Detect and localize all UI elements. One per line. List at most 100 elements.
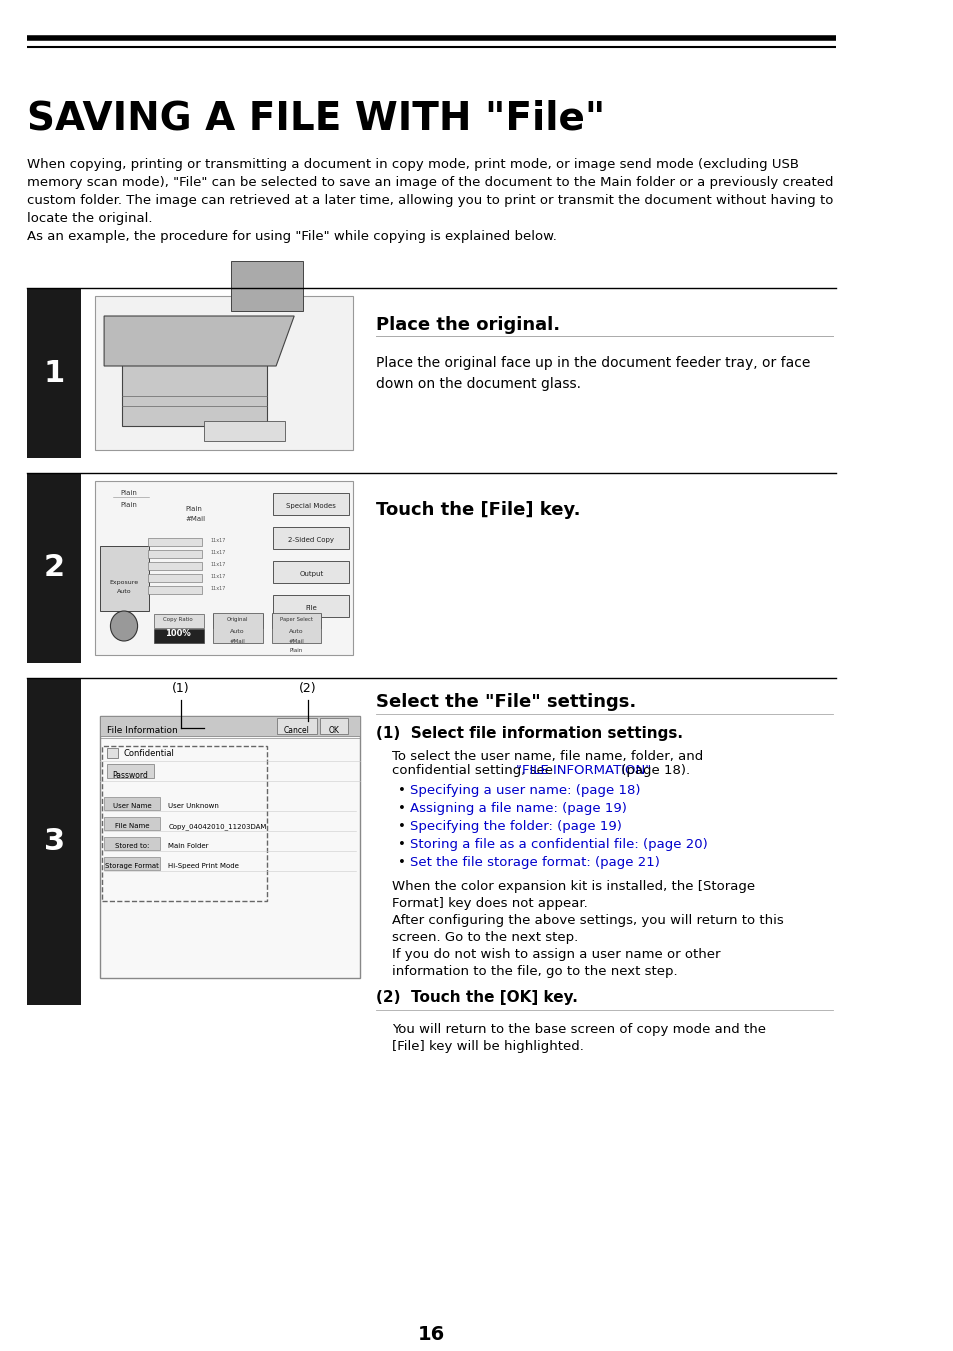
Text: Place the original.: Place the original. [375,316,559,334]
Text: 100%: 100% [165,630,191,638]
Text: #Mail: #Mail [186,516,206,521]
Text: Place the original face up in the document feeder tray, or face
down on the docu: Place the original face up in the docume… [375,357,809,390]
Bar [95,296,353,450]
Text: (2): (2) [298,682,316,694]
Text: Paper Select: Paper Select [279,617,313,621]
Bar [99,716,360,736]
Text: •: • [398,838,406,851]
Text: Plain: Plain [289,648,302,653]
Text: (1)  Select file information settings.: (1) Select file information settings. [375,725,682,740]
Text: Assigning a file name: (page 19): Assigning a file name: (page 19) [410,802,626,815]
Text: Touch the [File] key.: Touch the [File] key. [375,501,579,519]
Bar [104,817,160,830]
Circle shape [111,611,137,640]
Text: User Unknown: User Unknown [168,802,219,809]
Polygon shape [104,316,294,366]
Bar [122,336,267,426]
Text: Storing a file as a confidential file: (page 20): Storing a file as a confidential file: (… [410,838,707,851]
Bar [272,613,321,628]
Text: Stored to:: Stored to: [115,843,150,848]
Text: information to the file, go to the next step.: information to the file, go to the next … [392,965,677,978]
Bar [27,678,81,1005]
Bar [320,717,347,734]
Text: Plain: Plain [120,490,137,496]
Text: Main Folder: Main Folder [168,843,209,848]
Bar [104,857,160,870]
Text: Exposure: Exposure [110,580,138,585]
Text: (page 18).: (page 18). [617,765,690,777]
Text: File Information: File Information [107,725,177,735]
Bar [148,538,202,546]
Text: Cancel: Cancel [284,725,310,735]
Text: 2: 2 [44,554,65,582]
Bar [27,288,81,458]
Text: Plain: Plain [186,507,202,512]
Bar [104,838,160,850]
Text: Select the "File" settings.: Select the "File" settings. [375,693,636,711]
Text: Auto: Auto [230,630,244,634]
Bar [99,546,150,611]
Bar [213,613,262,643]
Text: Plain: Plain [120,503,137,508]
Bar [148,586,202,594]
Text: •: • [398,784,406,797]
Text: 11x17: 11x17 [211,550,226,555]
Text: Format] key does not appear.: Format] key does not appear. [392,897,587,911]
Text: 1: 1 [44,358,65,388]
Text: #Mail: #Mail [288,639,304,644]
Text: After configuring the above settings, you will return to this: After configuring the above settings, yo… [392,915,783,927]
Text: If you do not wish to assign a user name or other: If you do not wish to assign a user name… [392,948,720,961]
Text: When the color expansion kit is installed, the [Storage: When the color expansion kit is installe… [392,880,755,893]
Bar [102,746,267,901]
Text: 11x17: 11x17 [211,562,226,567]
Text: (1): (1) [172,682,190,694]
Text: confidential setting, see: confidential setting, see [392,765,557,777]
Text: Confidential: Confidential [123,748,173,758]
Bar [153,630,204,643]
Bar [104,797,160,811]
Text: •: • [398,802,406,815]
Bar [27,473,81,663]
Text: Auto: Auto [289,630,303,634]
Bar [153,613,204,628]
Bar [276,717,316,734]
Text: When copying, printing or transmitting a document in copy mode, print mode, or i: When copying, printing or transmitting a… [27,158,833,243]
Bar [272,613,321,643]
Bar [274,493,348,515]
Text: Storage Format: Storage Format [105,863,159,869]
Text: (2)  Touch the [OK] key.: (2) Touch the [OK] key. [375,990,577,1005]
Bar [95,481,353,655]
Bar [204,422,285,440]
Text: Set the file storage format: (page 21): Set the file storage format: (page 21) [410,857,659,869]
Bar [107,748,117,758]
Text: 11x17: 11x17 [211,574,226,580]
Bar [99,716,360,978]
Text: Auto: Auto [116,589,132,594]
Bar [213,613,262,628]
Text: 2-Sided Copy: 2-Sided Copy [288,536,335,543]
Text: •: • [398,857,406,869]
Text: Original: Original [226,617,248,621]
Text: Specifying the folder: (page 19): Specifying the folder: (page 19) [410,820,621,834]
Bar [148,550,202,558]
Text: screen. Go to the next step.: screen. Go to the next step. [392,931,578,944]
Text: Output: Output [299,571,323,577]
Bar [274,527,348,549]
Text: 3: 3 [44,827,65,857]
Text: 16: 16 [417,1325,445,1344]
Text: Specifying a user name: (page 18): Specifying a user name: (page 18) [410,784,639,797]
Bar [148,574,202,582]
Text: Copy_04042010_11203DAM: Copy_04042010_11203DAM [168,823,267,830]
Text: [File] key will be highlighted.: [File] key will be highlighted. [392,1040,583,1052]
Text: Copy Ratio: Copy Ratio [163,617,193,621]
Text: Special Modes: Special Modes [286,503,336,509]
Text: SAVING A FILE WITH "File": SAVING A FILE WITH "File" [27,100,605,138]
Bar [274,594,348,617]
Text: 11x17: 11x17 [211,538,226,543]
Bar [107,765,153,778]
Bar [274,561,348,584]
Text: File Name: File Name [114,823,150,830]
Text: File: File [305,605,317,611]
Text: You will return to the base screen of copy mode and the: You will return to the base screen of co… [392,1023,765,1036]
Text: Hi-Speed Print Mode: Hi-Speed Print Mode [168,863,239,869]
